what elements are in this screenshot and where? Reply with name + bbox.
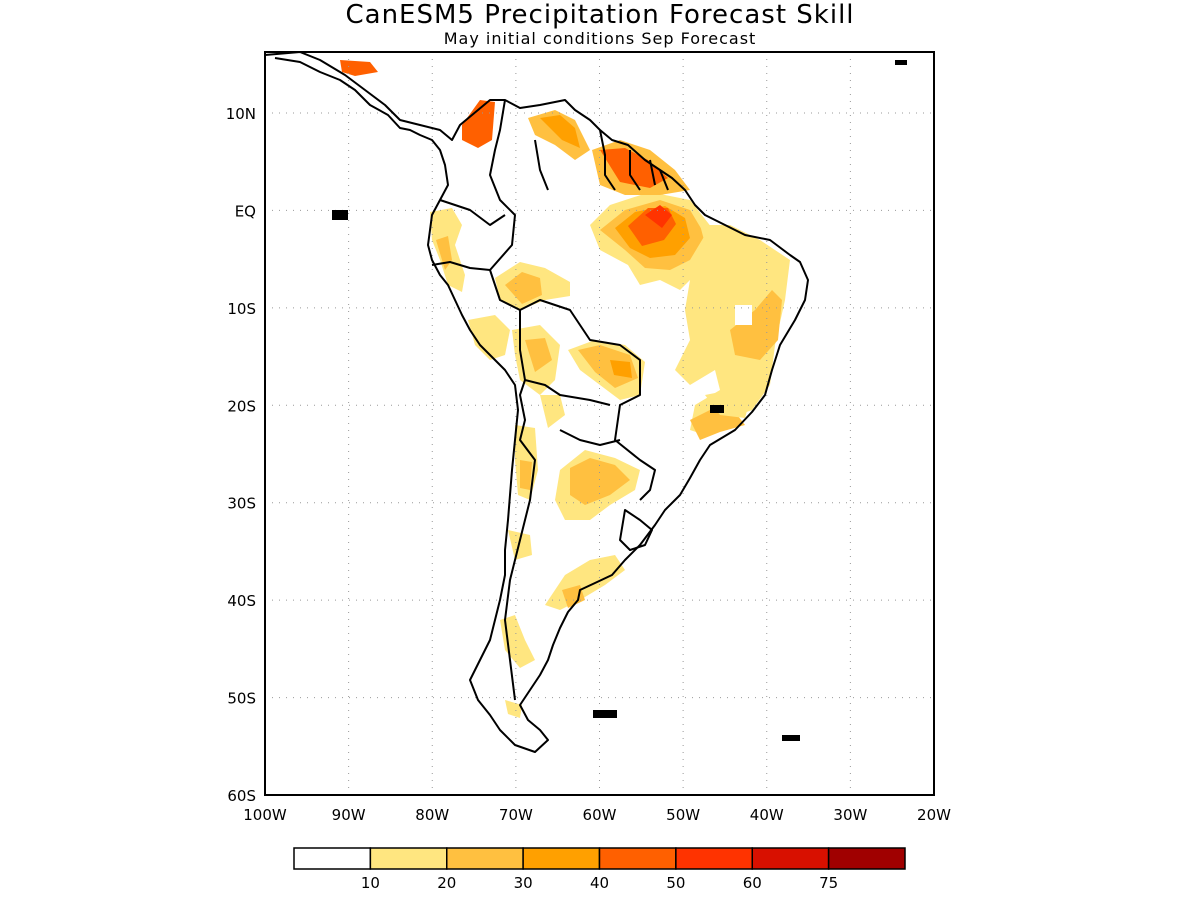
- lon-tick-label: 60W: [583, 806, 617, 824]
- skill-region-peru-south: [468, 315, 510, 360]
- skill-gap-east-brazil: [735, 305, 752, 325]
- skill-region-amazon-ne-peak: [645, 205, 672, 228]
- lat-tick-label: 10N: [226, 105, 256, 123]
- colorbar-label: 10: [361, 874, 380, 892]
- longitude-labels: 100W 90W 80W 70W 60W 50W 40W 30W 20W: [243, 806, 951, 824]
- colorbar-bin: [675, 847, 753, 870]
- lat-tick-label: 60S: [227, 787, 256, 805]
- lat-tick-label: 50S: [227, 690, 256, 708]
- colorbar-bin: [522, 847, 601, 870]
- map-subtitle: May initial conditions Sep Forecast: [443, 29, 757, 48]
- skill-region-southeast: [705, 390, 750, 418]
- skill-region-acre-core: [505, 272, 542, 304]
- skill-region-tierra: [505, 700, 522, 718]
- skill-shading: [340, 60, 790, 718]
- lon-tick-label: 100W: [243, 806, 287, 824]
- lon-tick-label: 40W: [750, 806, 784, 824]
- colorbar-bin: [827, 847, 906, 870]
- lon-tick-label: 80W: [415, 806, 449, 824]
- lon-tick-label: 30W: [833, 806, 867, 824]
- colorbar-bin: [751, 847, 830, 870]
- lon-tick-label: 90W: [332, 806, 366, 824]
- skill-region-bolivia-core: [525, 338, 552, 372]
- skill-region-pampas: [545, 555, 625, 610]
- latitude-labels: 10N EQ 10S 20S 30S 40S 50S 60S: [226, 105, 256, 805]
- skill-region-minas: [690, 410, 745, 440]
- map-frame: [264, 51, 935, 796]
- lat-tick-label: 30S: [227, 495, 256, 513]
- colorbar-label: 50: [666, 874, 685, 892]
- colorbar-label: 75: [819, 874, 838, 892]
- lat-tick-label: EQ: [235, 202, 256, 220]
- skill-region-colombia-north: [462, 100, 495, 148]
- lon-tick-label: 20W: [917, 806, 951, 824]
- colorbar-label: 20: [437, 874, 456, 892]
- coastline: [265, 52, 809, 753]
- map-title: CanESM5 Precipitation Forecast Skill: [345, 0, 855, 30]
- colorbar-label: 40: [590, 874, 609, 892]
- colorbar-bin: [446, 847, 524, 870]
- lon-tick-label: 50W: [666, 806, 700, 824]
- skill-region-atacama-core: [520, 460, 532, 490]
- lat-tick-label: 10S: [227, 300, 256, 318]
- skill-region-central-america: [340, 60, 378, 76]
- islands: [332, 60, 907, 741]
- colorbar-label: 30: [514, 874, 533, 892]
- colorbar-bin: [369, 847, 448, 870]
- skill-region-mato-grosso-core: [578, 345, 638, 388]
- skill-region-chaco-small: [540, 395, 565, 428]
- skill-region-cuyo: [508, 530, 532, 560]
- lon-tick-label: 70W: [499, 806, 533, 824]
- colorbar: [293, 847, 906, 870]
- skill-region-venezuela-core: [540, 115, 580, 148]
- skill-region-mato-grosso-peak: [610, 360, 632, 378]
- colorbar-labels: 10 20 30 40 50 60 75: [361, 874, 838, 892]
- colorbar-bin: [598, 847, 677, 870]
- colorbar-bin: [293, 847, 372, 870]
- lat-tick-label: 20S: [227, 397, 256, 415]
- lat-tick-label: 40S: [227, 592, 256, 610]
- colorbar-label: 60: [743, 874, 762, 892]
- skill-region-guianas-core: [600, 148, 668, 188]
- skill-region-paraguay-core: [570, 458, 630, 505]
- skill-region-patagonia: [500, 615, 535, 668]
